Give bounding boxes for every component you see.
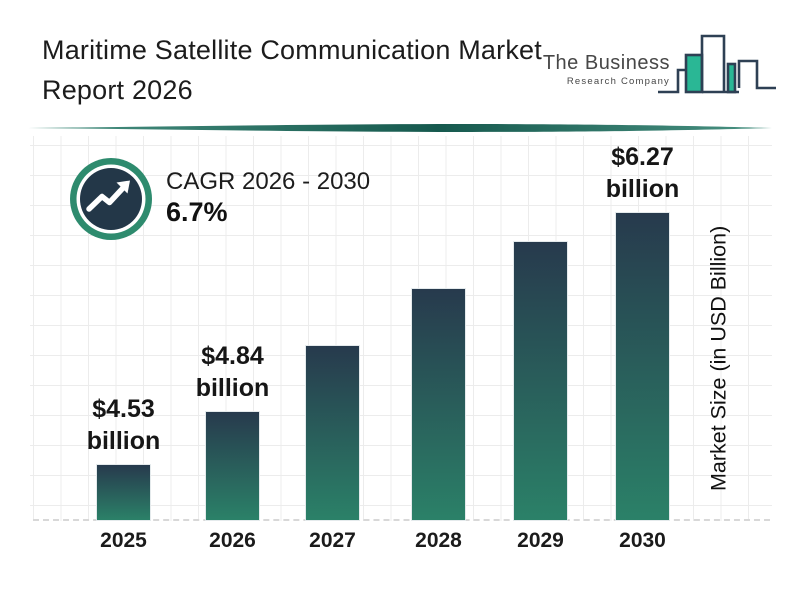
cagr-value: 6.7% xyxy=(166,197,228,227)
bar-2028 xyxy=(412,289,465,520)
bar-2029 xyxy=(514,242,567,520)
bar-2025 xyxy=(97,465,150,520)
x-tick-label-2028: 2028 xyxy=(415,529,462,552)
logo-text: The Business Research Company xyxy=(543,52,670,87)
y-axis-title: Market Size (in USD Billion) xyxy=(706,225,731,491)
company-logo: The Business Research Company xyxy=(543,28,778,98)
bar-chart-logo-icon xyxy=(658,34,776,94)
x-tick-label-2029: 2029 xyxy=(517,529,564,552)
bar-2030 xyxy=(616,213,669,520)
x-axis-baseline xyxy=(33,519,770,521)
header-divider xyxy=(28,124,772,132)
page-title: Maritime Satellite Communication Market … xyxy=(42,35,542,105)
x-tick-label-2027: 2027 xyxy=(309,529,356,552)
cagr-badge xyxy=(70,158,152,240)
value-label-2025: $4.53 billion xyxy=(86,395,161,455)
bar-2026 xyxy=(206,412,259,520)
value-label-2026: $4.84 billion xyxy=(195,342,270,402)
x-tick-label-2026: 2026 xyxy=(209,529,256,552)
value-label-2030: $6.27 billion xyxy=(605,143,680,203)
logo-subname: Research Company xyxy=(566,76,670,87)
bar-2027 xyxy=(306,346,359,520)
logo-name: The Business xyxy=(542,52,670,74)
x-tick-label-2030: 2030 xyxy=(619,529,666,552)
cagr-label: CAGR 2026 - 2030 xyxy=(166,168,371,195)
trending-up-icon xyxy=(86,180,130,212)
x-tick-label-2025: 2025 xyxy=(100,529,147,552)
